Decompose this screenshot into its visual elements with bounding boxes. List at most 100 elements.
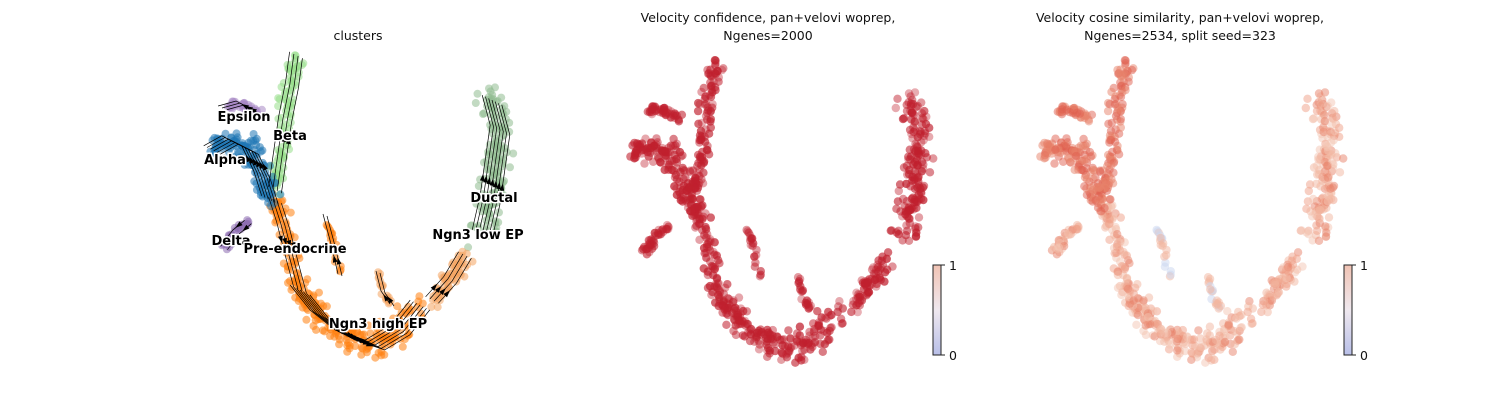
confidence-point <box>679 165 688 175</box>
confidence-point <box>888 262 897 271</box>
confidence-point <box>684 196 693 205</box>
cluster-point <box>267 202 276 211</box>
confidence-point <box>872 265 881 274</box>
confidence-point <box>795 274 805 284</box>
cosine-point <box>1113 283 1123 292</box>
confidence-point <box>746 233 755 243</box>
cosine-point <box>1109 264 1119 273</box>
cosine-point <box>1065 107 1074 117</box>
confidence-point <box>909 127 918 137</box>
cosine-point <box>1143 313 1153 322</box>
confidence-point <box>675 147 685 157</box>
cosine-point <box>1095 182 1104 192</box>
cluster-point <box>335 335 344 344</box>
stream-arrowhead <box>242 224 250 232</box>
cosine-point <box>1308 212 1317 221</box>
confidence-point <box>904 169 914 179</box>
cluster-point <box>385 326 394 335</box>
confidence-point <box>655 107 664 117</box>
cosine-point <box>1173 346 1182 355</box>
confidence-point <box>804 304 813 313</box>
cosine-point <box>1123 284 1133 293</box>
stream-arrowhead <box>387 296 394 304</box>
confidence-point <box>739 306 748 316</box>
confidence-point <box>710 250 719 259</box>
panel-velocity-confidence: Velocity confidence, pan+velovi woprep, … <box>626 10 957 367</box>
confidence-point <box>827 310 836 320</box>
cosine-point <box>1305 180 1315 189</box>
cluster-point <box>506 163 514 172</box>
cosine-point <box>1298 262 1307 271</box>
confidence-point <box>740 332 749 341</box>
cosine-point <box>1224 320 1233 329</box>
cluster-point <box>372 330 381 339</box>
cosine-point <box>1082 175 1092 184</box>
confidence-point <box>713 284 723 293</box>
confidence-point <box>859 292 868 301</box>
cosine-point <box>1237 310 1246 320</box>
cosine-point <box>1282 274 1291 283</box>
cosine-point <box>1205 274 1215 284</box>
cosine-point <box>1327 150 1336 159</box>
confidence-point <box>779 335 789 344</box>
confidence-point <box>857 296 867 305</box>
stream-line <box>429 253 464 300</box>
confidence-point <box>697 87 706 97</box>
cluster-point <box>303 275 312 284</box>
confidence-point <box>653 138 662 147</box>
cluster-point <box>373 324 382 333</box>
stream-line <box>322 213 339 275</box>
cluster-point <box>371 353 380 362</box>
cosine-point <box>1113 270 1123 280</box>
cosine-point <box>1082 164 1091 173</box>
cluster-point <box>343 341 352 350</box>
confidence-point <box>672 190 682 200</box>
stream-arrowhead <box>430 283 438 291</box>
confidence-point <box>685 166 695 175</box>
confidence-point <box>694 119 703 128</box>
confidence-point <box>917 150 926 159</box>
confidence-point <box>651 142 661 151</box>
confidence-point <box>711 59 720 68</box>
cosine-point <box>1302 228 1311 237</box>
cluster-point <box>304 306 312 314</box>
cluster-point <box>473 89 482 98</box>
confidence-point <box>703 270 713 280</box>
stream-arrowhead <box>290 242 296 250</box>
cosine-point <box>1303 94 1312 104</box>
confidence-point <box>685 182 694 192</box>
confidence-point <box>676 167 685 177</box>
confidence-point <box>826 323 835 333</box>
confidence-point <box>700 100 710 109</box>
stream-line <box>425 251 459 298</box>
cluster-point <box>490 112 499 121</box>
confidence-point <box>899 114 909 123</box>
cluster-point <box>398 342 407 351</box>
cosine-point <box>1166 270 1175 279</box>
confidence-point <box>731 330 741 340</box>
stream-line <box>225 104 263 116</box>
confidence-point <box>793 273 803 282</box>
confidence-point <box>661 147 670 156</box>
confidence-point <box>784 346 794 355</box>
confidence-point <box>820 326 829 336</box>
confidence-point <box>643 244 652 254</box>
cluster-point <box>224 238 233 247</box>
cosine-point <box>1215 331 1224 340</box>
cosine-point <box>1236 323 1245 333</box>
stream-arrowhead <box>249 108 257 114</box>
confidence-point <box>749 239 758 248</box>
cluster-point <box>286 208 295 217</box>
cosine-point <box>1120 238 1129 247</box>
confidence-point <box>873 263 883 272</box>
cosine-point <box>1282 282 1291 291</box>
confidence-point <box>864 288 874 297</box>
cosine-point <box>1121 59 1130 68</box>
panel-clusters: clusters Epsilon Beta Alpha Ductal Ngn3 … <box>203 28 525 362</box>
cosine-point <box>1116 123 1126 132</box>
confidence-point <box>694 98 703 108</box>
cosine-point <box>1228 347 1238 356</box>
cluster-point <box>497 190 505 198</box>
confidence-point <box>642 250 652 259</box>
confidence-point <box>904 236 914 245</box>
